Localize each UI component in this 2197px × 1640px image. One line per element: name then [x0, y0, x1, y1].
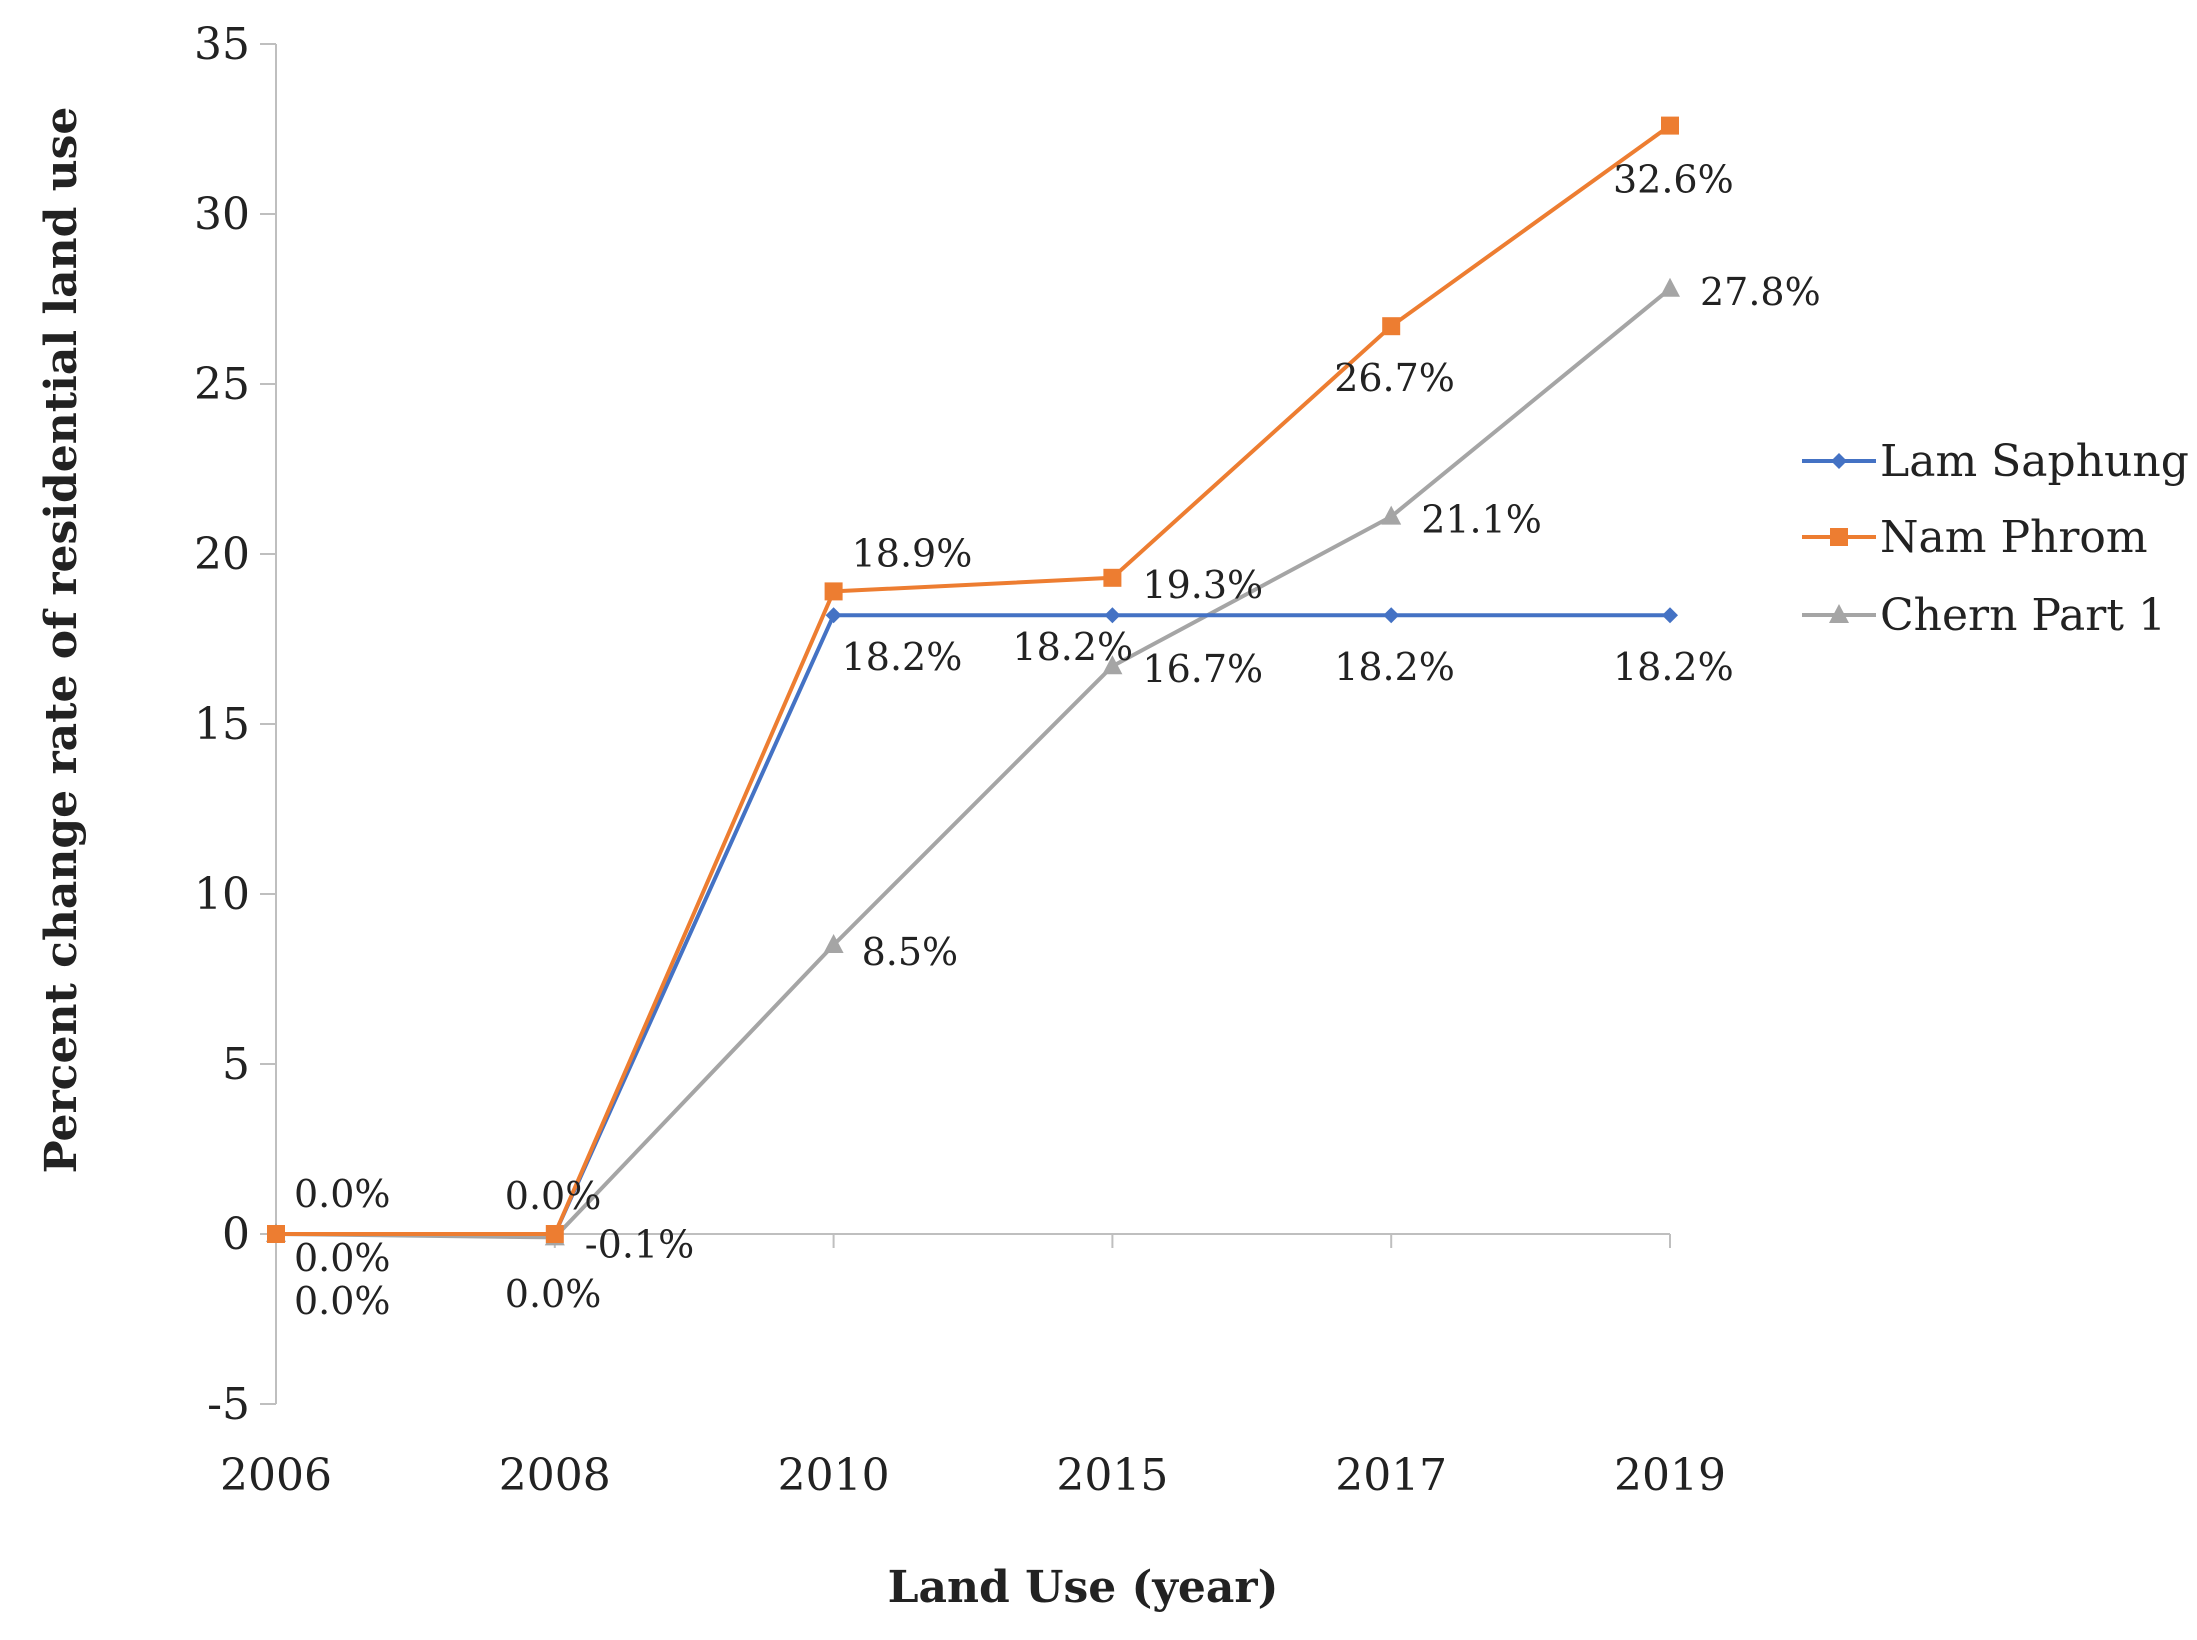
x-tick-label: 2017	[1335, 1450, 1447, 1501]
y-tick-label: 15	[194, 699, 250, 750]
data-label: 0.0%	[294, 1236, 391, 1280]
series-line	[276, 613, 1670, 1236]
legend-marker	[1829, 604, 1849, 623]
x-tick-label: 2015	[1056, 1450, 1168, 1501]
data-labels: 0.0% 0.0%18.2% 18.2% 18.2% 18.2%0.0% 0.0%18.9…	[294, 158, 1821, 1323]
data-label: 0.0%	[294, 1172, 391, 1216]
legend-label: Nam Phrom	[1880, 512, 2148, 563]
y-tick-label: 20	[194, 529, 250, 580]
y-tick-label: 30	[194, 189, 250, 240]
x-tick-label: 2010	[778, 1450, 890, 1501]
y-tick-label: 10	[194, 869, 250, 920]
y-axis-title: Percent change rate of residential land …	[36, 107, 87, 1174]
data-point	[1661, 116, 1679, 135]
data-label: 26.7%	[1334, 356, 1455, 400]
data-label: -0.1%	[585, 1222, 694, 1266]
data-label: 0.0%	[505, 1272, 602, 1316]
legend-marker	[1830, 528, 1848, 546]
x-tick-label: 2006	[220, 1450, 332, 1501]
legend-label: Lam Saphung	[1880, 436, 2189, 487]
data-point	[1381, 505, 1402, 525]
data-label: 18.9%	[852, 531, 973, 575]
data-point	[1382, 317, 1401, 336]
data-label: 18.2%	[1613, 645, 1734, 689]
data-point	[1102, 655, 1123, 675]
data-point	[1660, 277, 1680, 297]
y-tick-label: -5	[207, 1379, 250, 1430]
data-label: 21.1%	[1421, 498, 1542, 542]
data-point	[1383, 607, 1400, 624]
y-tick-label: 0	[222, 1209, 250, 1260]
y-tick-label: 5	[222, 1039, 250, 1090]
x-axis: 2006 2008 2010 2015 2017 2019	[220, 1233, 1726, 1501]
data-label: 27.8%	[1700, 270, 1821, 314]
legend: Lam Saphung Nam Phrom Chern Part 1	[1802, 436, 2189, 641]
legend-marker	[1831, 453, 1847, 469]
data-point	[1103, 568, 1122, 587]
data-label: 19.3%	[1142, 563, 1263, 607]
y-tick-label: 25	[194, 359, 250, 410]
data-label: 0.0%	[505, 1174, 602, 1218]
data-label: 18.2%	[1334, 645, 1455, 689]
data-label: 16.7%	[1142, 647, 1263, 691]
x-tick-label: 2008	[499, 1450, 611, 1501]
data-point	[824, 582, 843, 601]
data-label: 18.2%	[842, 635, 963, 679]
data-label: 32.6%	[1613, 158, 1734, 202]
y-axis: -5 0 5 10 15 20 25 30 35	[194, 19, 277, 1430]
data-point	[267, 1225, 285, 1243]
series-layer	[266, 116, 1680, 1246]
series-line	[275, 287, 1672, 1240]
data-point	[823, 934, 844, 953]
x-tick-label: 2019	[1614, 1450, 1726, 1501]
y-tick-label: 35	[194, 19, 250, 70]
legend-label: Chern Part 1	[1880, 590, 2166, 641]
x-axis-title: Land Use (year)	[888, 1562, 1279, 1613]
data-label: 8.5%	[862, 930, 959, 974]
data-point	[1104, 607, 1121, 624]
series-line	[276, 123, 1672, 1236]
data-point	[1662, 607, 1678, 624]
data-point	[545, 1225, 564, 1243]
data-label: 0.0%	[294, 1279, 391, 1323]
data-point	[825, 607, 842, 624]
data-label: 18.2%	[1012, 625, 1133, 669]
